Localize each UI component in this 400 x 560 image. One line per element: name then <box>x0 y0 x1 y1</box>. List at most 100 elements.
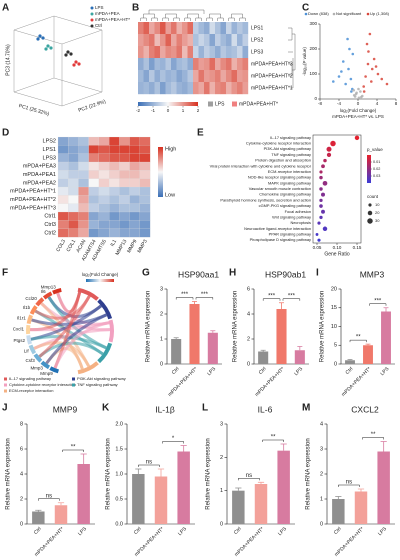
heat-cell <box>78 178 89 188</box>
heat-cell <box>209 82 216 95</box>
pca-box-edge <box>61 91 103 107</box>
gene-arc <box>26 314 33 325</box>
category-label: Cytokine-cytokine receptor interaction <box>246 141 311 146</box>
heat-cell <box>129 170 141 179</box>
row-label: Ctrl1 <box>44 214 56 220</box>
axes <box>26 424 95 525</box>
error-bar <box>80 453 87 464</box>
heat-cell <box>109 145 120 154</box>
heat-cell <box>242 58 249 71</box>
heat-cell <box>187 46 194 59</box>
volcano-point <box>365 42 369 46</box>
heat-cell <box>88 228 100 238</box>
y-tick-label: 10 <box>331 324 337 330</box>
category-label: Parathyroid hormone synthesis, secretion… <box>220 197 311 202</box>
volcano-point <box>380 77 384 81</box>
significance-label: *** <box>181 292 189 298</box>
volcano-point <box>376 72 380 76</box>
legend-label: Not significant <box>336 11 362 16</box>
volcano-point <box>347 67 350 71</box>
legend-low: Low <box>165 192 175 198</box>
heat-cell <box>143 70 150 83</box>
legend-tick-label: 0.02 <box>373 167 380 171</box>
heat-cell <box>182 46 188 59</box>
volcano-point <box>357 96 361 100</box>
significance-label: *** <box>201 292 209 298</box>
heat-cell <box>139 195 151 204</box>
legend-tick-label: 1 <box>182 108 185 113</box>
heat-cell <box>109 161 120 171</box>
heat-cell <box>198 22 205 35</box>
error-bar <box>257 481 265 484</box>
heat-cell <box>171 70 177 83</box>
pca-box-edge <box>53 77 103 93</box>
heat-cell <box>98 136 110 146</box>
heat-cell <box>231 58 238 71</box>
heat-cell <box>57 170 69 179</box>
heat-cell <box>215 22 221 35</box>
heat-cell <box>242 82 249 95</box>
category-label: Phospholipase D signaling pathway <box>250 237 311 242</box>
heat-cell <box>57 195 69 204</box>
heat-cell <box>182 34 188 47</box>
y-tick-label: 3 <box>320 446 323 452</box>
significance-bracket <box>262 298 281 301</box>
heat-cell <box>187 58 194 71</box>
error-bar <box>297 346 303 351</box>
heat-cell <box>98 170 110 179</box>
y-tick-label: 2 <box>220 455 223 461</box>
panel-letter: M <box>302 403 310 414</box>
significance-label: * <box>172 436 175 442</box>
volcano-point <box>372 57 376 61</box>
heat-cell <box>176 70 183 83</box>
heat-cell <box>78 228 89 238</box>
significance-bracket <box>175 297 194 300</box>
heat-cell <box>78 203 89 213</box>
axes <box>226 424 295 525</box>
y-tick-label: 2 <box>320 471 323 477</box>
panel-letter: K <box>102 403 110 414</box>
dot <box>323 158 327 163</box>
heat-cell <box>171 82 177 95</box>
legend-swatch <box>72 377 75 381</box>
x-tick-label: Ctrl <box>258 366 268 376</box>
col-label: IL1 <box>109 238 118 247</box>
heat-cell <box>129 203 141 213</box>
row-label: LPS3 <box>43 155 56 161</box>
volcano-point <box>348 47 351 51</box>
heat-cell <box>68 211 79 221</box>
y-tick-label: 200 <box>309 46 317 51</box>
heat-cell <box>138 70 144 83</box>
category-label: Wnt signaling pathway <box>272 214 311 219</box>
heat-cell <box>129 186 141 196</box>
heat-cell <box>98 203 110 213</box>
y-tick-label: 0 <box>334 361 337 367</box>
heat-cell <box>193 58 199 71</box>
heat-cell <box>139 220 151 229</box>
heat-cell <box>154 34 161 47</box>
x-tick-label: -4 <box>337 101 341 106</box>
significance-label: *** <box>268 293 276 299</box>
heat-cell <box>215 70 221 83</box>
heat-cell <box>237 22 243 35</box>
heat-cell <box>78 145 89 154</box>
error-bar <box>210 330 216 333</box>
x-axis-label: mPDA+PEA+HT* vs. LPS <box>332 114 384 119</box>
legend-label: Cytokine-cytokine receptor interaction <box>9 382 76 387</box>
y-tick-label: 0.0 <box>115 521 123 527</box>
heat-cell <box>187 34 194 47</box>
chart-title: MMP9 <box>53 404 78 414</box>
chart-title: IL-6 <box>258 404 273 414</box>
heat-cell <box>68 178 79 188</box>
x-tick-label: LPS <box>277 526 288 537</box>
legend-size-label: 10 <box>375 202 380 207</box>
legend-label: LPS <box>95 5 104 10</box>
legend-label: Down (838) <box>308 11 329 16</box>
error-bar <box>235 487 242 491</box>
y-tick-label: 2 <box>20 496 23 502</box>
gene-arc <box>42 291 53 300</box>
y-tick-label: 3 <box>160 286 163 292</box>
category-label: Vascular smooth muscle contraction <box>249 186 311 191</box>
pca-box-edge <box>13 15 55 31</box>
heat-cell <box>226 34 232 47</box>
